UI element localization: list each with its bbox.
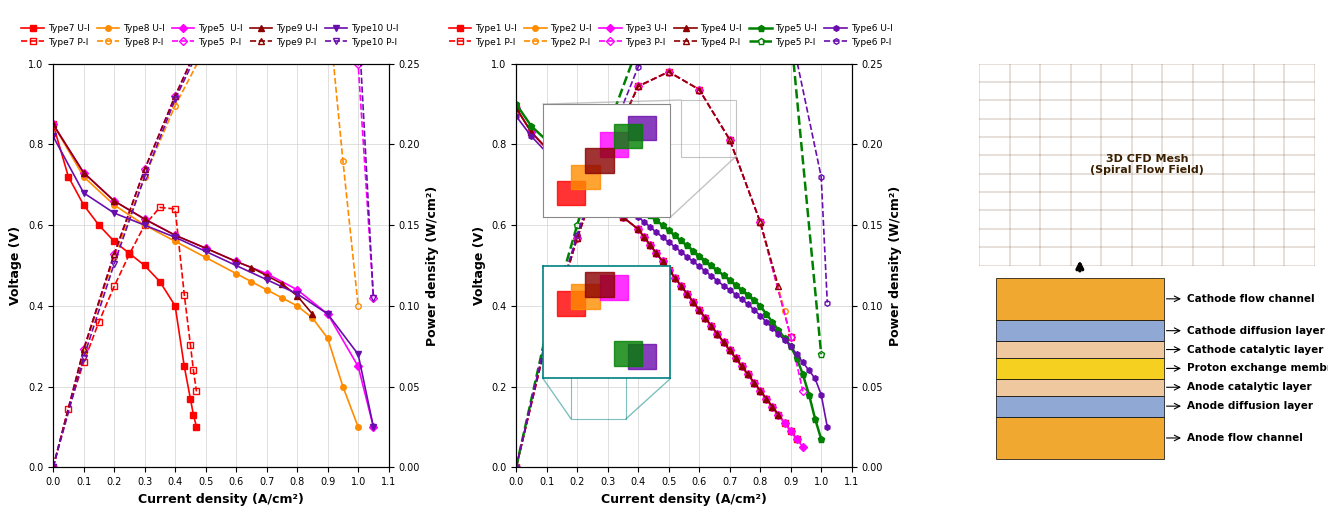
Y-axis label: Power density (W/cm²): Power density (W/cm²) (888, 185, 902, 346)
Legend: Type1 U-I, Type1 P-I, Type2 U-I, Type2 P-I, Type3 U-I, Type3 P-I, Type4 U-I, Typ: Type1 U-I, Type1 P-I, Type2 U-I, Type2 P… (445, 21, 896, 50)
Bar (571, 346, 625, 419)
Y-axis label: Voltage (V): Voltage (V) (473, 226, 486, 305)
Text: Cathode diffusion layer: Cathode diffusion layer (1187, 326, 1325, 336)
Text: Proton exchange membrane: Proton exchange membrane (1187, 363, 1328, 373)
FancyBboxPatch shape (996, 320, 1163, 341)
FancyBboxPatch shape (996, 417, 1163, 459)
Bar (681, 100, 736, 157)
X-axis label: Current density (A/cm²): Current density (A/cm²) (138, 493, 304, 506)
FancyBboxPatch shape (996, 341, 1163, 358)
FancyBboxPatch shape (996, 379, 1163, 396)
Text: Anode catalytic layer: Anode catalytic layer (1187, 382, 1312, 392)
X-axis label: Current density (A/cm²): Current density (A/cm²) (602, 493, 766, 506)
FancyBboxPatch shape (996, 396, 1163, 417)
Y-axis label: Voltage (V): Voltage (V) (9, 226, 23, 305)
Legend: Type7 U-I, Type7 P-I, Type8 U-I, Type8 P-I, Type5  U-I, Type5  P-I, Type9 U-I, T: Type7 U-I, Type7 P-I, Type8 U-I, Type8 P… (17, 21, 402, 50)
Text: Anode diffusion layer: Anode diffusion layer (1187, 401, 1313, 411)
Text: Anode flow channel: Anode flow channel (1187, 433, 1303, 443)
Y-axis label: Power density (W/cm²): Power density (W/cm²) (425, 185, 438, 346)
Text: Cathode catalytic layer: Cathode catalytic layer (1187, 345, 1324, 355)
FancyBboxPatch shape (996, 278, 1163, 320)
FancyBboxPatch shape (996, 358, 1163, 379)
Text: Cathode flow channel: Cathode flow channel (1187, 294, 1315, 304)
